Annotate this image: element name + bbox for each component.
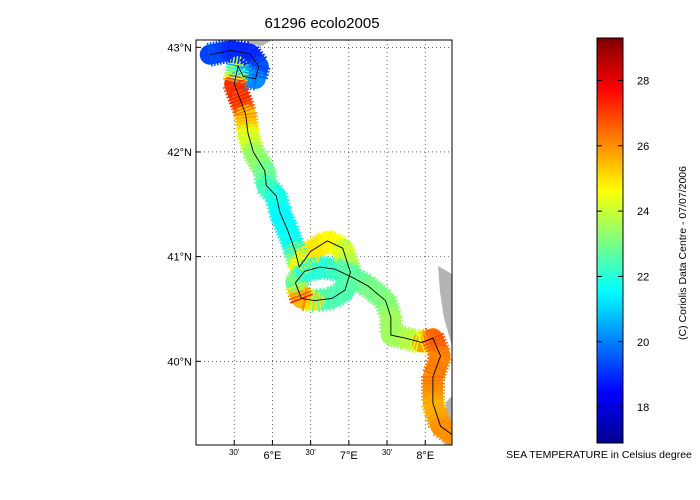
map-axes: 43°N 42°N 41°N 40°N 30' 6°E 30' 7°E 30' 8°E — [167, 39, 453, 462]
lat-axis: 43°N 42°N 41°N 40°N — [167, 42, 201, 368]
lon-tick-label: 30' — [229, 448, 240, 457]
colorbar-tick-label: 26 — [637, 141, 649, 153]
colorbar-label: SEA TEMPERATURE in Celsius degree — [506, 449, 692, 461]
colorbar-tick-label: 22 — [637, 271, 649, 283]
track-line — [209, 50, 452, 435]
colorbar-ticks: 18 20 22 24 26 28 — [597, 75, 649, 414]
colorbar-tick-label: 24 — [637, 206, 649, 218]
lon-tick-label: 7°E — [340, 450, 358, 462]
lat-tick-label: 41°N — [167, 252, 192, 264]
lon-tick-label: 30' — [305, 448, 316, 457]
lon-axis: 30' 6°E 30' 7°E 30' 8°E — [229, 440, 434, 462]
colorbar-tick-label: 20 — [637, 337, 649, 349]
lat-tick-label: 43°N — [167, 42, 192, 54]
credit-text: (C) Coriolis Data Centre - 07/07/2006 — [677, 166, 689, 340]
map-frame — [195, 39, 453, 446]
colorbar: 18 20 22 24 26 28 SEA TEMPERATURE in Celsius … — [506, 37, 692, 461]
chart-title: 61296 ecolo2005 — [264, 15, 379, 32]
lat-tick-label: 40°N — [167, 356, 192, 368]
colorbar-gradient — [596, 37, 624, 444]
colorbar-tick-label: 28 — [637, 75, 649, 87]
lon-tick-label: 30' — [382, 448, 393, 457]
lat-tick-label: 42°N — [167, 147, 192, 159]
lon-tick-label: 6°E — [263, 450, 281, 462]
colorbar-tick-label: 18 — [637, 402, 649, 414]
land-corsica — [438, 266, 452, 346]
lon-tick-label: 8°E — [416, 450, 434, 462]
track — [199, 40, 452, 445]
